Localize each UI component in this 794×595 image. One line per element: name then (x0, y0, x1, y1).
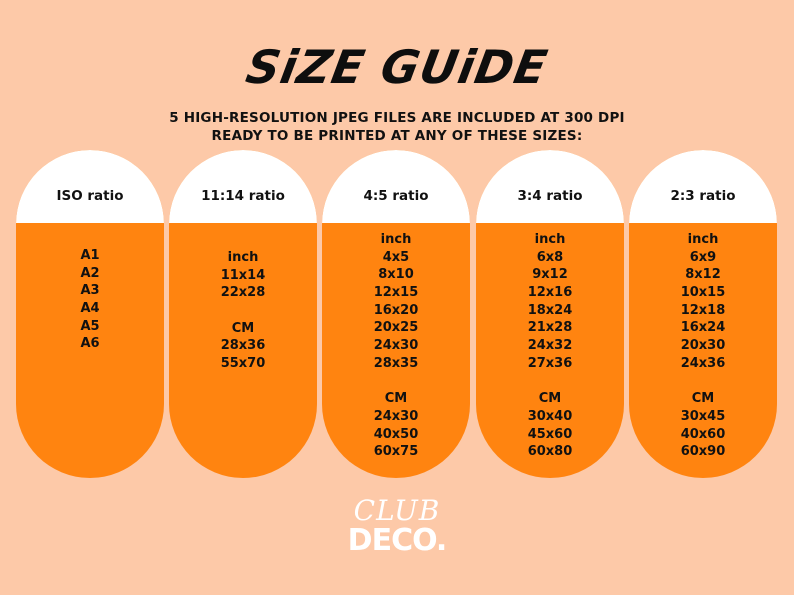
size-item: 18x24 (527, 302, 573, 318)
brand-logo-line-1: CLUB (353, 494, 441, 527)
size-item: A1 (80, 248, 100, 263)
cm-label: CM (538, 391, 562, 407)
size-item: 40x50 (373, 426, 419, 442)
ratio-header: 3:4 ratio (476, 150, 624, 223)
size-column-2-3: 2:3 ratio inch 6x9 8x12 10x15 12x18 16x2… (629, 150, 777, 478)
size-column-11-14: 11:14 ratio inch 11x14 22x28 CM 28x36 55… (169, 150, 317, 478)
ratio-header: ISO ratio (16, 150, 164, 223)
size-item: A2 (80, 265, 100, 281)
size-column-iso: ISO ratio A1 A2 A3 A4 A5 A6 (16, 150, 164, 478)
size-item: 24x32 (527, 338, 573, 354)
size-item: 11x14 (220, 267, 266, 283)
size-item: 16x20 (373, 302, 419, 318)
size-list: A1 A2 A3 A4 A5 A6 (16, 223, 164, 478)
size-item: 24x36 (680, 355, 726, 371)
size-item: 45x60 (527, 426, 573, 442)
brand-logo-line-2: DECO. (347, 523, 448, 558)
size-list: inch 11x14 22x28 CM 28x36 55x70 (169, 223, 317, 478)
size-item: 6x9 (689, 249, 717, 265)
size-item: 16x24 (680, 320, 726, 336)
size-item: A6 (80, 336, 100, 352)
subtitle-line-1: 5 HIGH-RESOLUTION JPEG FILES ARE INCLUDE… (169, 110, 625, 126)
size-list: inch 4x5 8x10 12x15 16x20 20x25 24x30 28… (322, 223, 470, 478)
size-item: A4 (80, 301, 100, 317)
size-list: inch 6x8 9x12 12x16 18x24 21x28 24x32 27… (476, 223, 624, 478)
size-item: 20x30 (680, 338, 726, 354)
inch-label: inch (380, 232, 412, 247)
size-column-4-5: 4:5 ratio inch 4x5 8x10 12x15 16x20 20x2… (322, 150, 470, 478)
size-item: 6x8 (536, 249, 564, 265)
size-item: 60x90 (680, 444, 726, 460)
subtitle-line-2: READY TO BE PRINTED AT ANY OF THESE SIZE… (211, 128, 583, 144)
size-list: inch 6x9 8x12 10x15 12x18 16x24 20x30 24… (629, 223, 777, 478)
size-item: 10x15 (680, 285, 726, 301)
size-item: A3 (80, 283, 100, 299)
cm-label: CM (384, 391, 408, 407)
inch-label: inch (534, 232, 566, 247)
ratio-header: 11:14 ratio (169, 150, 317, 223)
size-item: 55x70 (220, 356, 266, 372)
size-item: 8x10 (378, 267, 414, 283)
size-item: 60x80 (527, 444, 573, 460)
ratio-header: 4:5 ratio (322, 150, 470, 223)
cm-label: CM (691, 391, 715, 407)
inch-label: inch (687, 232, 719, 247)
size-item: 28x36 (220, 338, 266, 354)
size-item: 4x5 (382, 249, 410, 265)
size-item: 30x40 (527, 408, 573, 424)
size-item: 60x75 (373, 444, 419, 460)
size-item: 40x60 (680, 426, 726, 442)
size-item: 20x25 (373, 320, 419, 336)
size-item: 24x30 (373, 338, 419, 354)
size-item: 24x30 (373, 408, 419, 424)
size-item: 12x16 (527, 285, 573, 301)
size-item: 21x28 (527, 320, 573, 336)
inch-label: inch (227, 250, 259, 265)
size-item: A5 (80, 318, 100, 334)
size-item: 9x12 (532, 267, 568, 283)
size-item: 30x45 (680, 408, 726, 424)
size-item: 28x35 (373, 355, 419, 371)
size-item: 27x36 (527, 355, 573, 371)
ratio-header: 2:3 ratio (629, 150, 777, 223)
size-column-3-4: 3:4 ratio inch 6x8 9x12 12x16 18x24 21x2… (476, 150, 624, 478)
cm-label: CM (231, 320, 255, 336)
page-title: SiZE GUiDE (242, 40, 552, 94)
size-item: 8x12 (685, 267, 721, 283)
size-item: 12x18 (680, 302, 726, 318)
size-item: 12x15 (373, 285, 419, 301)
size-item: 22x28 (220, 285, 266, 301)
